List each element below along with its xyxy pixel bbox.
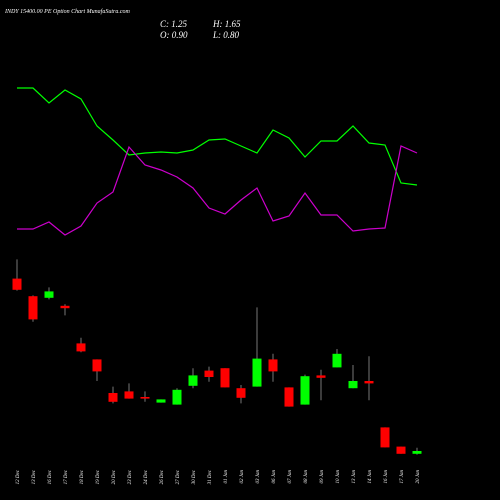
candle-body [268, 359, 278, 372]
candle-body [12, 278, 22, 290]
candle-body [28, 296, 38, 320]
candle-body [412, 451, 422, 454]
x-tick-label: 19 Dec [96, 469, 101, 484]
x-tick-label: 27 Dec [176, 469, 181, 484]
chart-title: INDY 15400.00 PE Option Chart MunafaSutr… [4, 8, 131, 15]
x-tick-label: 13 Dec [32, 469, 37, 484]
x-tick-label: 20 Dec [112, 469, 117, 484]
candle-body [188, 375, 198, 386]
open-text: O: 0.90 [160, 30, 188, 40]
candle-body [108, 393, 118, 402]
indicator-line [17, 145, 418, 236]
x-tick-label: 07 Jan [288, 470, 293, 484]
candle-body [220, 368, 230, 388]
x-tick-label: 17 Dec [64, 469, 69, 484]
x-tick-label: 02 Jan [240, 470, 245, 484]
candle-body [172, 389, 182, 405]
candle-body [140, 397, 150, 399]
candle-body [348, 381, 358, 389]
x-tick-label: 31 Dec [208, 469, 213, 484]
candle-body [204, 370, 214, 377]
x-tick-label: 13 Jan [352, 470, 357, 484]
candle-body [92, 359, 102, 372]
x-tick-label: 30 Dec [192, 469, 197, 484]
x-tick-label: 26 Dec [160, 469, 165, 484]
x-tick-label: 09 Jan [320, 470, 325, 484]
x-tick-label: 16 Jan [384, 470, 389, 484]
candle-body [284, 387, 294, 407]
x-tick-label: 17 Jan [400, 470, 405, 484]
candle-body [44, 291, 54, 298]
candle-body [364, 381, 374, 384]
indicator-line [17, 87, 418, 186]
low-text: L: 0.80 [212, 30, 240, 40]
candle-body [300, 376, 310, 405]
x-tick-label: 20 Jan [416, 470, 421, 484]
x-tick-label: 06 Jan [272, 470, 277, 484]
candle-body [380, 427, 390, 448]
x-tick-label: 03 Jan [256, 470, 261, 484]
candle-body [396, 446, 406, 454]
candle-body [332, 353, 342, 368]
candle-body [236, 388, 246, 398]
x-tick-label: 10 Jan [336, 470, 341, 484]
candle-body [156, 399, 166, 403]
x-tick-label: 08 Jan [304, 470, 309, 484]
candle-body [124, 391, 134, 399]
candle-body [316, 375, 326, 378]
x-tick-label: 01 Jan [224, 470, 229, 484]
x-tick-label: 24 Dec [144, 469, 149, 484]
close-text: C: 1.25 [160, 19, 188, 29]
x-tick-label: 14 Jan [368, 470, 373, 484]
candle-body [76, 343, 86, 352]
x-tick-label: 16 Dec [48, 469, 53, 484]
x-tick-label: 23 Dec [128, 469, 133, 484]
high-text: H: 1.65 [212, 19, 241, 29]
candle-body [252, 358, 262, 387]
candle-body [60, 305, 70, 309]
x-tick-label: 18 Dec [80, 469, 85, 484]
x-tick-label: 12 Dec [16, 469, 21, 484]
